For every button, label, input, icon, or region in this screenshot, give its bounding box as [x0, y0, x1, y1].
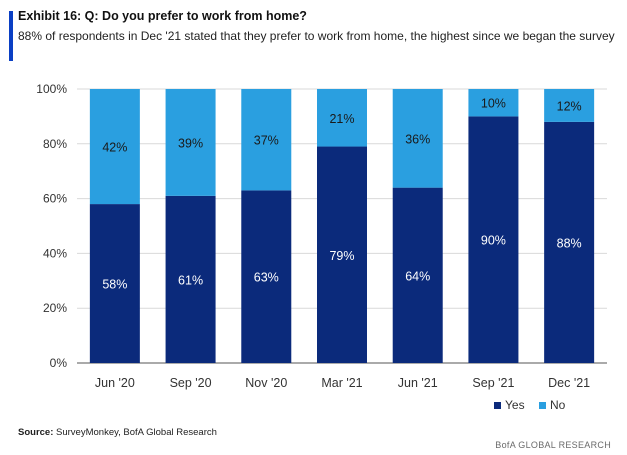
legend-swatch-yes: [494, 402, 501, 409]
chart-subtitle: 88% of respondents in Dec '21 stated tha…: [18, 29, 615, 43]
legend-label-no: No: [550, 398, 566, 412]
x-tick-label: Nov '20: [245, 376, 287, 390]
data-label: 79%: [329, 249, 354, 263]
source-note: Source: SurveyMonkey, BofA Global Resear…: [18, 427, 217, 438]
x-tick-label: Jun '21: [398, 376, 438, 390]
bar-yes-segment: [165, 195, 216, 363]
x-tick-label: Mar '21: [321, 376, 362, 390]
data-label: 39%: [178, 136, 203, 150]
data-label: 21%: [329, 112, 354, 126]
bar-yes-segment: [317, 146, 367, 363]
chart-title: Exhibit 16: Q: Do you prefer to work fro…: [18, 9, 307, 23]
data-label: 10%: [481, 97, 506, 111]
data-label: 88%: [557, 236, 582, 250]
data-label: 90%: [481, 234, 506, 248]
bar-yes-segment: [89, 204, 140, 363]
data-label: 58%: [102, 278, 127, 292]
data-label: 61%: [178, 273, 203, 287]
data-label: 12%: [557, 99, 582, 113]
data-label: 63%: [254, 271, 279, 285]
y-tick-label: 20%: [43, 301, 67, 315]
source-label: Source:: [18, 427, 54, 438]
y-tick-label: 100%: [36, 82, 67, 96]
bar-no-segment: [89, 89, 140, 205]
source-text: SurveyMonkey, BofA Global Research: [56, 427, 217, 438]
bar-no-segment: [392, 89, 443, 188]
stacked-bar-chart: 0% 20% 40% 60% 80% 100% 58% 42% Jun '20 61% 39% Sep…: [36, 82, 607, 412]
bar-yes-segment: [468, 116, 519, 364]
legend-swatch-no: [539, 402, 546, 409]
header-accent-bar: [9, 11, 13, 61]
data-label: 37%: [254, 134, 279, 148]
x-tick-label: Sep '21: [472, 376, 514, 390]
bar-no-segment: [241, 89, 292, 191]
bar-no-segment: [165, 89, 216, 196]
brand-footer: BofA GLOBAL RESEARCH: [495, 440, 611, 450]
y-tick-label: 0%: [50, 356, 68, 370]
x-tick-label: Dec '21: [548, 376, 590, 390]
x-tick-label: Sep '20: [170, 376, 212, 390]
bar-yes-segment: [544, 121, 595, 363]
data-label: 36%: [405, 132, 430, 146]
bar-yes-segment: [241, 190, 292, 363]
legend-label-yes: Yes: [505, 398, 525, 412]
data-label: 64%: [405, 269, 430, 283]
bar-no-segment: [544, 89, 595, 122]
data-label: 42%: [102, 141, 127, 155]
bar-no-segment: [317, 89, 367, 147]
bar-yes-segment: [392, 187, 443, 363]
x-tick-label: Jun '20: [95, 376, 135, 390]
y-tick-label: 40%: [43, 246, 67, 260]
bar-no-segment: [468, 89, 519, 117]
y-tick-label: 80%: [43, 137, 67, 151]
y-tick-label: 60%: [43, 192, 67, 206]
